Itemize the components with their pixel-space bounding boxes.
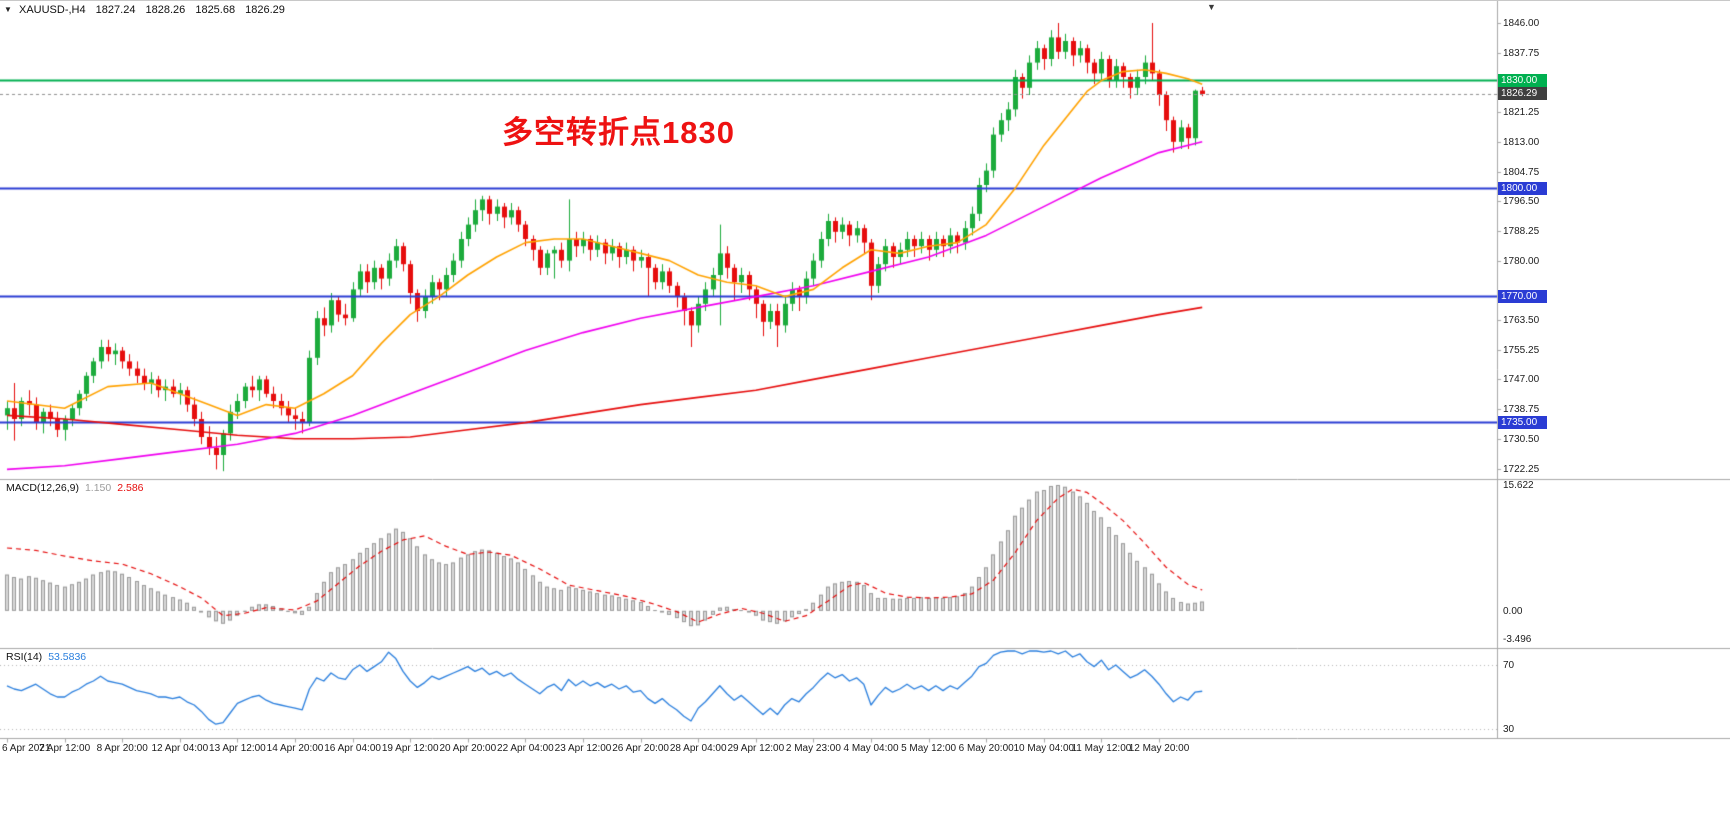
- time-tick-label: 29 Apr 12:00: [727, 743, 785, 754]
- macd-indicator-label: MACD(12,26,9) 1.150 2.586: [6, 482, 144, 494]
- time-tick-label: 4 May 04:00: [843, 743, 899, 754]
- price-tick-label: 1722.25: [1503, 463, 1540, 475]
- chart-header: ▼ XAUUSD-,H4 1827.24 1828.26 1825.68 182…: [4, 4, 285, 16]
- macd-signal-value: 2.586: [117, 482, 144, 494]
- time-tick-label: 28 Apr 04:00: [669, 743, 727, 754]
- current-price-badge: 1826.29: [1498, 87, 1547, 101]
- time-tick-label: 12 May 20:00: [1128, 743, 1190, 754]
- price-tick-label: 1747.00: [1503, 374, 1540, 386]
- macd-axis-label: 15.622: [1503, 480, 1534, 491]
- price-tick-label: 1738.75: [1503, 404, 1540, 416]
- ohlc-low: 1825.68: [195, 4, 236, 16]
- macd-axis-label: -3.496: [1503, 634, 1532, 645]
- rsi-name: RSI(14): [6, 651, 43, 663]
- chart-text-annotation: 多空转折点1830: [502, 115, 735, 150]
- macd-main-value: 1.150: [84, 482, 112, 494]
- rsi-value: 53.5836: [48, 651, 87, 663]
- time-tick-label: 5 May 12:00: [901, 743, 957, 754]
- price-tick-label: 1821.25: [1503, 107, 1540, 119]
- time-tick-label: 12 Apr 04:00: [151, 743, 209, 754]
- price-tick-label: 1755.25: [1503, 344, 1540, 356]
- time-tick-label: 8 Apr 20:00: [96, 743, 148, 754]
- time-tick-label: 23 Apr 12:00: [554, 743, 612, 754]
- time-tick-label: 20 Apr 20:00: [439, 743, 497, 754]
- price-tick-label: 1788.25: [1503, 225, 1540, 237]
- time-tick-label: 6 Apr 2021: [2, 743, 51, 754]
- chart-shift-marker-icon[interactable]: ▼: [1207, 2, 1216, 12]
- time-tick-label: 10 May 04:00: [1013, 743, 1075, 754]
- price-tick-label: 1763.50: [1503, 315, 1540, 326]
- price-tick-label: 1813.00: [1503, 136, 1540, 148]
- ohlc-close: 1826.29: [245, 4, 285, 16]
- price-tick-label: 1796.50: [1503, 196, 1540, 208]
- time-tick-label: 2 May 23:00: [785, 743, 841, 754]
- hline-price-badge: 1800.00: [1498, 182, 1547, 196]
- rsi-level-label: 70: [1503, 660, 1515, 671]
- hline-price-badge: 1770.00: [1498, 290, 1547, 304]
- time-tick-label: 16 Apr 04:00: [324, 743, 381, 754]
- time-tick-label: 22 Apr 04:00: [497, 743, 554, 754]
- price-tick-label: 1846.00: [1503, 18, 1540, 29]
- time-tick-label: 6 May 20:00: [958, 743, 1014, 754]
- ohlc-high: 1828.26: [145, 4, 186, 16]
- price-tick-label: 1780.00: [1503, 255, 1540, 267]
- time-tick-label: 11 May 12:00: [1071, 743, 1132, 754]
- time-tick-label: 26 Apr 20:00: [612, 743, 669, 754]
- price-tick-label: 1730.50: [1503, 433, 1540, 445]
- hline-price-badge: 1830.00: [1498, 74, 1547, 88]
- ohlc-open: 1827.24: [95, 4, 136, 16]
- chart-menu-arrow-icon[interactable]: ▼: [4, 5, 12, 14]
- time-tick-label: 14 Apr 20:00: [266, 743, 324, 754]
- symbol-period-label: XAUUSD-,H4: [18, 4, 86, 16]
- time-tick-label: 7 Apr 12:00: [39, 743, 91, 754]
- hline-price-badge: 1735.00: [1498, 416, 1547, 430]
- rsi-indicator-label: RSI(14) 53.5836: [6, 651, 86, 663]
- price-tick-label: 1804.75: [1503, 166, 1540, 178]
- macd-axis-label: 0.00: [1503, 605, 1523, 617]
- price-tick-label: 1837.75: [1503, 47, 1540, 59]
- rsi-level-label: 30: [1503, 724, 1515, 735]
- time-tick-label: 19 Apr 12:00: [381, 743, 439, 754]
- macd-name: MACD(12,26,9): [6, 482, 79, 494]
- time-tick-label: 13 Apr 12:00: [209, 743, 266, 754]
